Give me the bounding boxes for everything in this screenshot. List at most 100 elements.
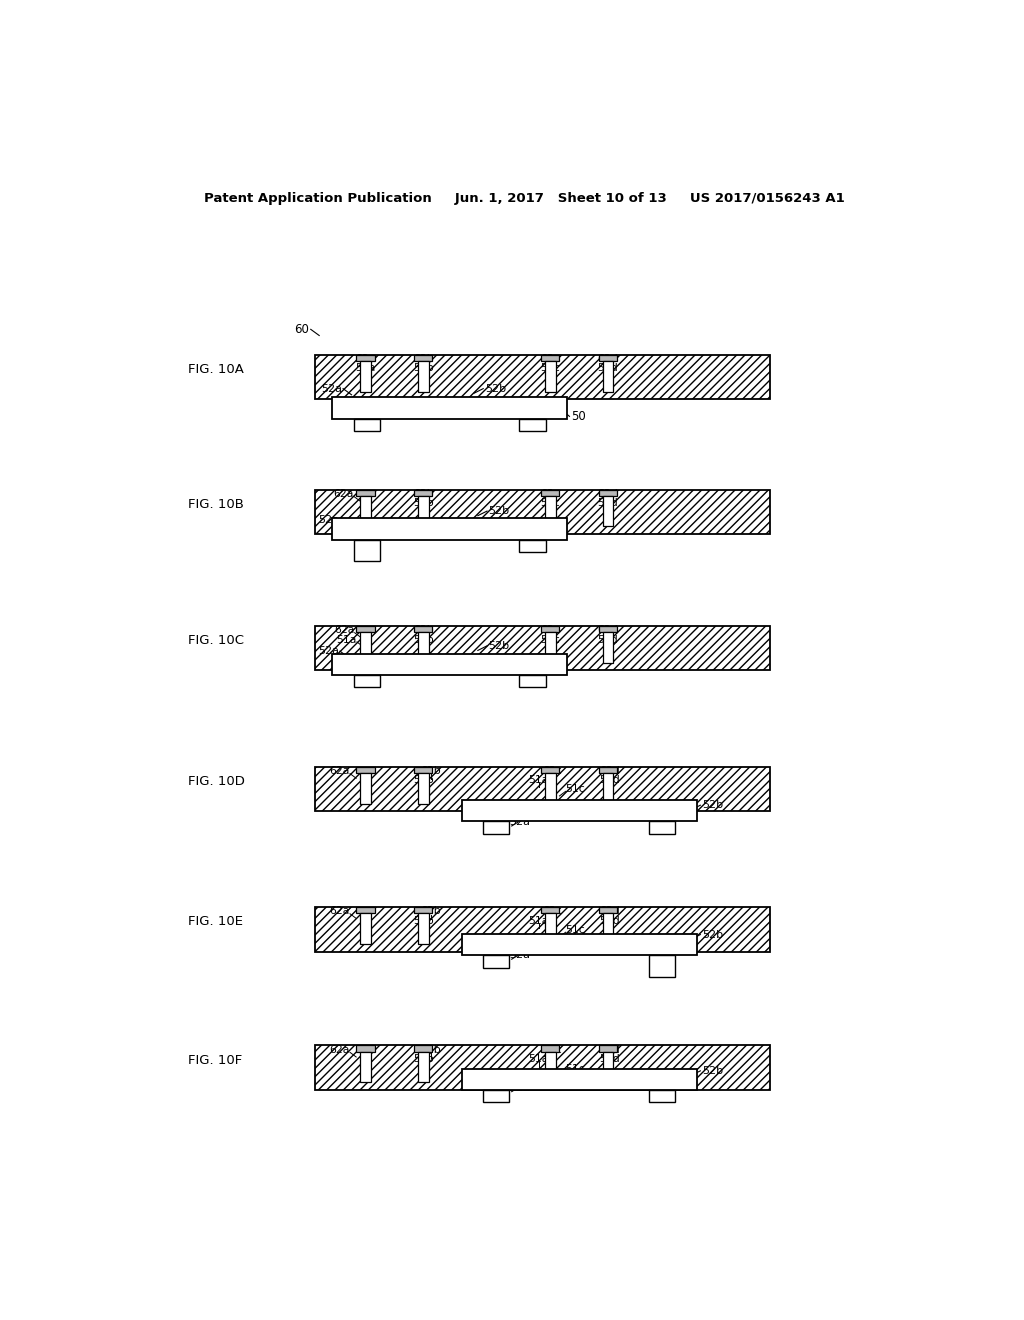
Bar [483,1090,509,1102]
Text: 62c: 62c [542,907,561,916]
Text: 51a: 51a [337,635,357,644]
Bar [462,933,696,956]
Bar [519,540,546,552]
Text: 62a: 62a [330,767,350,776]
Text: 62a: 62a [330,1045,350,1055]
Bar [599,355,617,360]
Text: 62d: 62d [599,767,620,776]
Text: 62c: 62c [542,767,561,776]
Bar [356,626,375,632]
Text: 51b: 51b [413,363,433,372]
Bar [414,907,432,913]
Text: 52b: 52b [701,1065,723,1076]
Text: 62d: 62d [598,626,618,635]
Text: 62a: 62a [330,907,350,916]
Bar [315,355,770,400]
Text: 52a: 52a [509,950,529,961]
Text: 51d: 51d [598,363,618,372]
Text: 51d: 51d [599,775,620,785]
Text: 60: 60 [294,323,309,335]
Bar [599,1045,617,1052]
Bar [541,355,559,360]
Bar [519,418,546,432]
Text: 52a: 52a [318,647,339,656]
Bar [599,490,617,495]
Text: 51d: 51d [599,1055,620,1064]
Text: 62c: 62c [541,490,560,499]
Bar [602,632,613,663]
Bar [414,1045,432,1052]
Text: 62a: 62a [334,626,354,635]
Bar [602,774,613,804]
Text: 62d: 62d [598,354,618,364]
Bar [418,360,429,392]
Text: Patent Application Publication     Jun. 1, 2017   Sheet 10 of 13     US 2017/015: Patent Application Publication Jun. 1, 2… [205,191,845,205]
Text: 51a: 51a [528,775,549,785]
Text: 51a: 51a [528,916,549,925]
Bar [356,1045,375,1052]
Bar [315,767,770,812]
Bar [602,360,613,392]
Bar [414,490,432,495]
Text: 51d: 51d [598,635,618,644]
Text: FIG. 10F: FIG. 10F [188,1053,243,1067]
Text: 62b: 62b [421,767,441,776]
Bar [602,1052,613,1082]
Bar [414,626,432,632]
Bar [360,1052,371,1082]
Text: 62d: 62d [599,907,620,916]
Bar [360,360,371,392]
Bar [649,821,675,834]
Text: 52a: 52a [318,515,339,524]
Text: 52b: 52b [701,929,723,940]
Text: 62c: 62c [542,1045,561,1055]
Bar [333,517,567,540]
Text: 62a: 62a [355,354,376,364]
Text: 52a: 52a [509,1082,529,1093]
Text: 62b: 62b [413,354,433,364]
Bar [602,913,613,944]
Text: 62b: 62b [413,626,433,635]
Text: 52b: 52b [484,384,506,393]
Bar [483,956,509,968]
Text: 51b: 51b [413,775,433,785]
Text: 51c: 51c [565,784,586,795]
Bar [418,632,429,663]
Bar [541,1045,559,1052]
Bar [545,913,556,944]
Text: 62b: 62b [413,490,433,499]
Text: FIG. 10E: FIG. 10E [188,915,244,928]
Text: 52a: 52a [509,817,529,828]
Text: 51c: 51c [541,363,560,372]
Bar [545,632,556,663]
Bar [356,907,375,913]
Bar [599,626,617,632]
Bar [315,1045,770,1090]
Text: 51c: 51c [565,925,586,935]
Bar [541,767,559,774]
Text: 51c: 51c [541,498,560,508]
Text: 50: 50 [571,409,586,422]
Bar [418,496,429,527]
Bar [602,496,613,527]
Bar [333,653,567,675]
Bar [545,496,556,527]
Bar [354,675,380,688]
Bar [360,496,371,527]
Text: 62d: 62d [599,1045,620,1055]
Bar [462,1069,696,1090]
Bar [414,355,432,360]
Bar [545,1052,556,1082]
Text: 62c: 62c [541,354,560,364]
Bar [519,675,546,688]
Text: 51d: 51d [599,916,620,925]
Bar [541,907,559,913]
Bar [599,767,617,774]
Bar [356,767,375,774]
Bar [545,774,556,804]
Bar [356,355,375,360]
Bar [333,397,567,418]
Text: 62d: 62d [598,490,618,499]
Text: FIG. 10D: FIG. 10D [188,775,245,788]
Text: FIG. 10A: FIG. 10A [188,363,244,376]
